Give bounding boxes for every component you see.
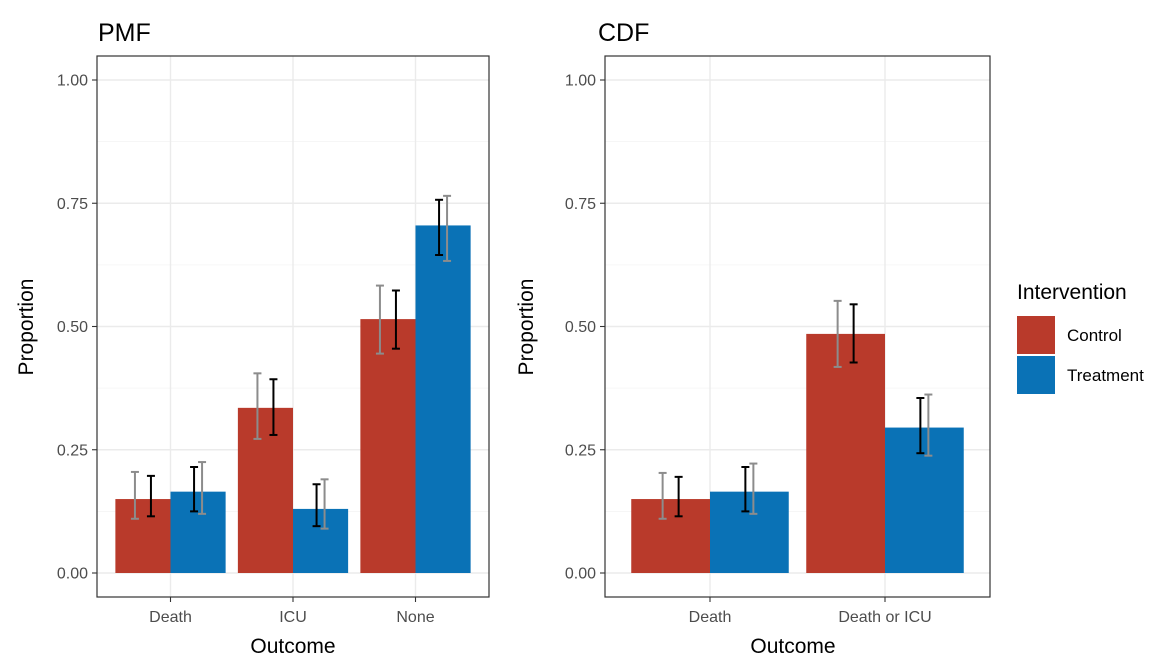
pmf-errorbar-outer-control-icu (253, 372, 262, 440)
cdf-y-tick-label: 0.00 (565, 566, 596, 583)
pmf-errorbar-inner-control-death (146, 474, 155, 518)
cdf-y-tick-label: 1.00 (565, 73, 596, 90)
legend-label-treatment: Treatment (1067, 366, 1144, 385)
cdf-axes: 0.00 0.25 0.50 0.75 1.00 Death Death or ICU (565, 73, 932, 627)
pmf-title: PMF (98, 19, 151, 47)
cdf-y-tick-label: 0.50 (565, 319, 596, 336)
legend: Intervention Control Treatment (1017, 281, 1144, 394)
pmf-errorbar-outer-control-death (130, 470, 139, 520)
pmf-errorbar-inner-control-none (391, 289, 400, 350)
pmf-errorbar-outer-treatment-death (198, 461, 207, 515)
cdf-errorbar-inner-control-death-or-icu (849, 303, 858, 364)
cdf-bar-treatment-death-or-icu (885, 427, 964, 573)
pmf-y-axis-title: Proportion (15, 279, 38, 376)
pmf-errorbar-inner-treatment-icu (312, 483, 321, 528)
pmf-bars (115, 225, 471, 573)
cdf-x-axis-title: Outcome (750, 635, 835, 658)
pmf-errorbar-outer-treatment-none (443, 194, 452, 262)
pmf-bar-treatment-none (415, 225, 471, 573)
pmf-y-tick-label: 0.25 (57, 442, 88, 459)
cdf-title: CDF (598, 19, 649, 47)
pmf-errorbar-outer-control-none (375, 284, 384, 355)
pmf-bar-control-none (360, 319, 416, 573)
cdf-bar-control-death-or-icu (806, 333, 885, 573)
cdf-errorbar-inner-control-death (674, 475, 683, 518)
cdf-errorbar-outer-treatment-death-or-icu (924, 393, 933, 457)
cdf-errorbar-inner-treatment-death (741, 466, 750, 513)
pmf-y-tick-label: 0.75 (57, 196, 88, 213)
pmf-panel: PMF 0.00 0.25 0.50 0.75 1.00 Death ICU None Out… (15, 19, 490, 658)
legend-label-control: Control (1067, 326, 1122, 345)
legend-title: Intervention (1017, 281, 1127, 304)
pmf-error-bars (130, 194, 452, 530)
pmf-errorbar-inner-treatment-death (190, 466, 199, 513)
pmf-bar-treatment-icu (293, 508, 349, 573)
cdf-error-bars (658, 299, 933, 520)
pmf-x-tick-label-none: None (396, 609, 434, 626)
pmf-axes: 0.00 0.25 0.50 0.75 1.00 Death ICU None (57, 73, 435, 627)
pmf-errorbar-inner-control-icu (269, 378, 278, 436)
pmf-bar-treatment-death (170, 491, 226, 573)
pmf-y-tick-label: 0.00 (57, 566, 88, 583)
cdf-errorbar-inner-treatment-death-or-icu (916, 396, 925, 455)
cdf-x-tick-label-death: Death (689, 609, 732, 626)
cdf-x-tick-label-death-or-icu: Death or ICU (838, 609, 931, 626)
pmf-y-tick-label: 0.50 (57, 319, 88, 336)
cdf-bars (631, 333, 964, 573)
cdf-bar-treatment-death (710, 491, 789, 573)
cdf-errorbar-outer-control-death (658, 471, 667, 520)
pmf-errorbar-outer-treatment-icu (320, 478, 329, 530)
pmf-bar-control-death (115, 499, 171, 573)
cdf-bar-control-death (631, 499, 710, 573)
cdf-y-axis-title: Proportion (515, 279, 538, 376)
pmf-x-axis-title: Outcome (250, 635, 335, 658)
cdf-y-tick-label: 0.25 (565, 442, 596, 459)
legend-swatch-control (1017, 316, 1055, 354)
pmf-y-tick-label: 1.00 (57, 73, 88, 90)
pmf-x-tick-label-icu: ICU (279, 609, 307, 626)
cdf-y-tick-label: 0.75 (565, 196, 596, 213)
pmf-x-tick-label-death: Death (149, 609, 192, 626)
cdf-errorbar-outer-treatment-death (749, 462, 758, 515)
cdf-errorbar-outer-control-death-or-icu (833, 299, 842, 368)
pmf-bar-control-icu (237, 407, 293, 573)
legend-swatch-treatment (1017, 356, 1055, 394)
cdf-panel: CDF 0.00 0.25 0.50 0.75 1.00 Death Death or IC… (515, 19, 991, 658)
pmf-errorbar-inner-treatment-none (435, 198, 444, 257)
